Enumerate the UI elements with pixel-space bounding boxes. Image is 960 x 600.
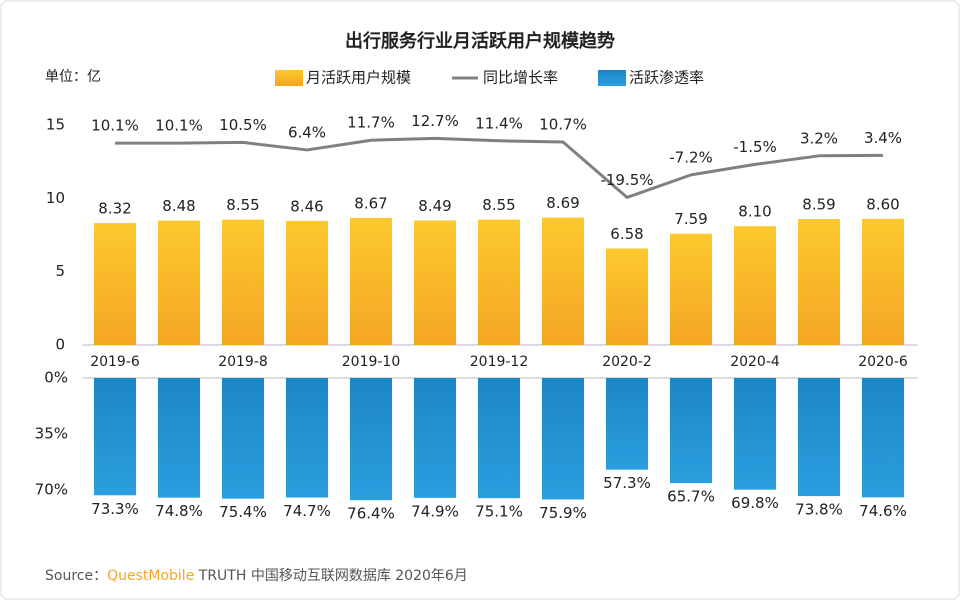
data-label: 8.48: [162, 197, 195, 215]
data-label: 8.55: [226, 196, 259, 214]
source-rest: TRUTH 中国移动互联网数据库 2020年6月: [194, 568, 468, 584]
bar: [158, 378, 200, 498]
bar: [286, 220, 328, 345]
x-tick-label: 2019-6: [90, 354, 140, 370]
bar: [542, 217, 584, 345]
data-label: 12.7%: [411, 112, 459, 130]
bar: [670, 378, 712, 484]
bar: [478, 219, 520, 345]
bar: [798, 219, 840, 345]
data-label: 11.7%: [347, 114, 395, 132]
y-tick-label: 15: [46, 116, 65, 134]
bar: [734, 378, 776, 490]
source-brand: QuestMobile: [107, 568, 194, 584]
data-label: 10.1%: [155, 117, 203, 135]
bar: [414, 378, 456, 498]
x-tick-label: 2020-2: [602, 354, 652, 370]
data-label: 74.6%: [859, 502, 907, 520]
data-label: 6.58: [610, 225, 643, 243]
data-label: 8.55: [482, 196, 515, 214]
data-label: 74.9%: [411, 502, 459, 520]
data-label: 73.8%: [795, 501, 843, 519]
data-label: 8.49: [418, 197, 451, 215]
data-label: 65.7%: [667, 488, 715, 506]
y-tick-label: 5: [55, 262, 65, 280]
legend-swatch: [275, 70, 303, 86]
data-label: 73.3%: [91, 500, 139, 518]
data-label: 3.4%: [864, 129, 902, 147]
data-label: 75.4%: [219, 503, 267, 521]
data-label: -1.5%: [733, 138, 777, 156]
bar: [222, 219, 264, 345]
unit-label: 单位：亿: [45, 69, 101, 85]
data-label: -7.2%: [669, 148, 713, 166]
chart-title: 出行服务行业月活跃用户规模趋势: [345, 30, 615, 52]
data-label: 8.32: [98, 199, 131, 217]
bar: [798, 378, 840, 497]
y-tick-label: 0: [55, 336, 65, 354]
y-tick-label: 70%: [35, 481, 68, 499]
x-tick-label: 2020-4: [730, 354, 780, 370]
data-label: 6.4%: [288, 123, 326, 141]
data-label: 8.59: [802, 196, 835, 214]
x-tick-label: 2020-6: [858, 354, 908, 370]
data-label: 8.60: [866, 195, 899, 213]
data-label: 10.1%: [91, 117, 139, 135]
bar: [94, 222, 136, 345]
data-label: 8.69: [546, 194, 579, 212]
data-label: 7.59: [674, 210, 707, 228]
data-label: 76.4%: [347, 505, 395, 523]
data-label: 8.46: [290, 197, 323, 215]
source: Source：QuestMobile TRUTH 中国移动互联网数据库 2020…: [45, 568, 468, 584]
bar: [350, 378, 392, 501]
data-label: 10.5%: [219, 116, 267, 134]
source-prefix: Source：: [45, 568, 107, 584]
data-label: 75.1%: [475, 503, 523, 521]
data-label: 57.3%: [603, 474, 651, 492]
y-tick-label: 35%: [35, 425, 68, 443]
legend-label: 活跃渗透率: [629, 69, 704, 87]
legend-swatch: [598, 70, 626, 86]
bar: [478, 378, 520, 499]
data-label: 3.2%: [800, 129, 838, 147]
x-tick-label: 2019-8: [218, 354, 268, 370]
x-tick-label: 2019-10: [342, 354, 401, 370]
bar: [862, 378, 904, 498]
bar: [158, 220, 200, 345]
bar: [734, 226, 776, 345]
bar: [670, 233, 712, 345]
data-label: 8.67: [354, 194, 387, 212]
y-tick-label: 0%: [44, 369, 68, 387]
data-label: 69.8%: [731, 494, 779, 512]
data-label: 74.7%: [283, 502, 331, 520]
bar: [862, 218, 904, 345]
y-tick-label: 10: [46, 189, 65, 207]
bar: [606, 378, 648, 470]
bar: [542, 378, 584, 500]
bar: [606, 248, 648, 345]
bar: [350, 217, 392, 345]
bar: [286, 378, 328, 498]
bar: [414, 220, 456, 345]
legend-label: 同比增长率: [483, 69, 558, 87]
data-label: -19.5%: [600, 171, 653, 189]
data-label: 74.8%: [155, 502, 203, 520]
data-label: 10.7%: [539, 116, 587, 134]
data-label: 8.10: [738, 203, 771, 221]
line: [115, 136, 884, 199]
legend-label: 月活跃用户规模: [306, 69, 411, 87]
bar: [94, 378, 136, 496]
bar: [222, 378, 264, 499]
data-label: 75.9%: [539, 504, 587, 522]
x-tick-label: 2019-12: [470, 354, 529, 370]
data-label: 11.4%: [475, 114, 523, 132]
